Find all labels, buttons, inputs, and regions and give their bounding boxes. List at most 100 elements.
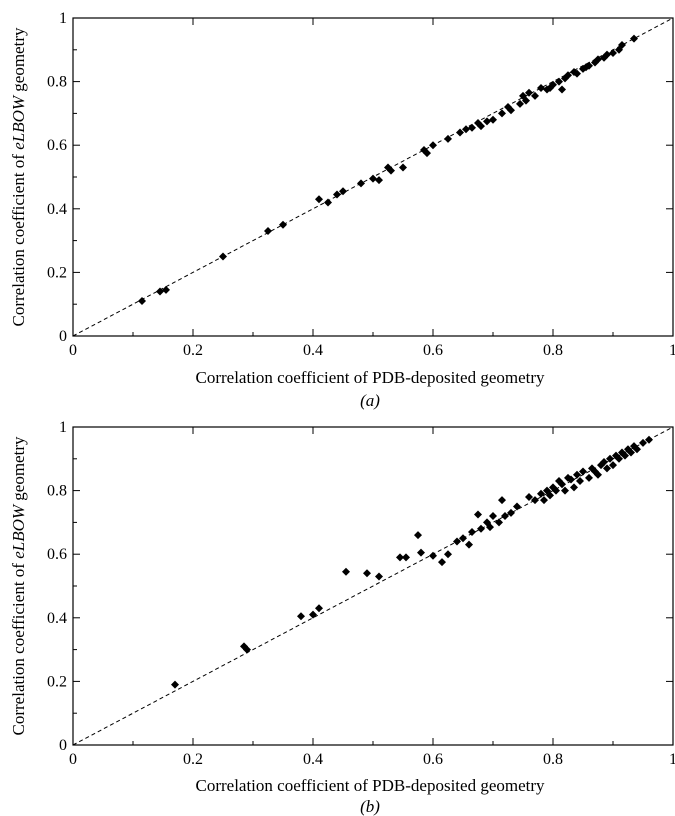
data-point-a	[456, 128, 464, 137]
reference-line-b	[72, 426, 674, 746]
data-point-b	[396, 553, 404, 562]
data-point-b	[468, 527, 476, 536]
data-point-a	[483, 117, 491, 126]
data-point-b	[429, 551, 437, 560]
data-point-b	[585, 473, 593, 482]
y-tick-label-a: 0.8	[47, 74, 67, 91]
data-point-a	[279, 220, 287, 229]
data-point-a	[630, 34, 638, 43]
y-tick-label-a: 0.4	[47, 201, 67, 218]
data-point-a	[573, 69, 581, 78]
data-point-a	[264, 227, 272, 236]
y-tick-label-a: 0.6	[47, 137, 67, 154]
x-axis-label-b: Correlation coefficient of PDB-deposited…	[195, 776, 545, 795]
data-point-b	[603, 464, 611, 473]
data-point-a	[375, 176, 383, 185]
y-tick-label-b: 0.4	[47, 610, 67, 627]
y-axis-label-b: Correlation coefficient of eLBOW geometr…	[9, 436, 28, 735]
x-axis-label-a: Correlation coefficient of PDB-deposited…	[195, 368, 545, 387]
data-point-a	[555, 77, 563, 86]
data-point-a	[516, 99, 524, 108]
data-point-b	[513, 502, 521, 511]
points-a	[138, 34, 638, 306]
data-point-b	[633, 445, 641, 454]
data-point-b	[342, 567, 350, 576]
data-point-a	[594, 55, 602, 64]
data-point-b	[561, 486, 569, 495]
ticks-a: 0 0.2 0.4 0.6 0.8 1 0 0.2 0.4 0.6 0.8 1	[47, 10, 675, 359]
data-point-a	[444, 134, 452, 143]
y-tick-label-b: 0	[59, 737, 67, 754]
y-tick-label-b: 0.6	[47, 546, 67, 563]
data-point-b	[498, 496, 506, 505]
x-tick-label-b: 0.4	[303, 751, 323, 768]
data-point-a	[618, 41, 626, 50]
data-point-a	[585, 61, 593, 70]
y-tick-label-b: 1	[59, 419, 67, 436]
data-point-a	[603, 50, 611, 59]
x-tick-label-a: 0.8	[543, 342, 563, 359]
data-point-b	[567, 475, 575, 484]
data-point-a	[333, 190, 341, 199]
data-point-a	[315, 195, 323, 204]
data-point-b	[606, 454, 614, 463]
data-point-a	[357, 179, 365, 188]
data-point-a	[429, 141, 437, 150]
data-point-b	[477, 524, 485, 533]
data-point-a	[507, 106, 515, 115]
data-point-b	[486, 523, 494, 532]
ticks-b: 0 0.2 0.4 0.6 0.8 1 0 0.2 0.4 0.6 0.8 1	[47, 419, 675, 768]
data-point-b	[594, 470, 602, 479]
x-tick-label-a: 0.4	[303, 342, 323, 359]
data-point-b	[552, 486, 560, 495]
data-point-b	[579, 467, 587, 476]
data-point-b	[402, 553, 410, 562]
data-point-a	[219, 252, 227, 261]
data-point-a	[156, 287, 164, 296]
data-point-b	[540, 496, 548, 505]
data-point-b	[171, 680, 179, 689]
data-point-b	[243, 645, 251, 654]
data-point-b	[495, 518, 503, 527]
data-point-a	[423, 149, 431, 158]
x-tick-label-a: 0.6	[423, 342, 443, 359]
x-tick-label-a: 0.2	[183, 342, 203, 359]
data-point-b	[375, 572, 383, 581]
data-point-b	[558, 480, 566, 489]
y-tick-label-a: 0	[59, 328, 67, 345]
y-tick-label-b: 0.2	[47, 673, 67, 690]
data-point-a	[369, 174, 377, 183]
data-point-b	[309, 610, 317, 619]
data-point-b	[627, 448, 635, 457]
data-point-b	[414, 531, 422, 540]
panel-a: 0 0.2 0.4 0.6 0.8 1 0 0.2 0.4 0.6 0.8 1 Correlation…	[9, 10, 675, 410]
x-tick-label-b: 0.2	[183, 751, 203, 768]
panel-label-b: (b)	[360, 797, 380, 816]
data-point-a	[531, 91, 539, 100]
x-tick-label-b: 0.6	[423, 751, 443, 768]
data-point-b	[453, 537, 461, 546]
points-b	[171, 435, 653, 689]
data-point-b	[525, 492, 533, 501]
data-point-b	[444, 550, 452, 559]
data-point-b	[546, 491, 554, 500]
data-point-b	[459, 534, 467, 543]
data-point-b	[615, 454, 623, 463]
data-point-a	[339, 187, 347, 196]
data-point-a	[498, 109, 506, 118]
x-tick-label-b: 0.8	[543, 751, 563, 768]
data-point-a	[387, 166, 395, 175]
data-point-a	[324, 198, 332, 207]
y-tick-label-a: 0.2	[47, 264, 67, 281]
data-point-b	[600, 457, 608, 466]
data-point-b	[297, 612, 305, 621]
x-tick-label-a: 1	[669, 342, 675, 359]
data-point-b	[507, 508, 515, 517]
data-point-b	[501, 512, 509, 521]
data-point-a	[522, 96, 530, 105]
data-point-b	[621, 451, 629, 460]
data-point-b	[573, 470, 581, 479]
y-tick-label-b: 0.8	[47, 483, 67, 500]
data-point-b	[576, 477, 584, 486]
data-point-a	[138, 297, 146, 306]
